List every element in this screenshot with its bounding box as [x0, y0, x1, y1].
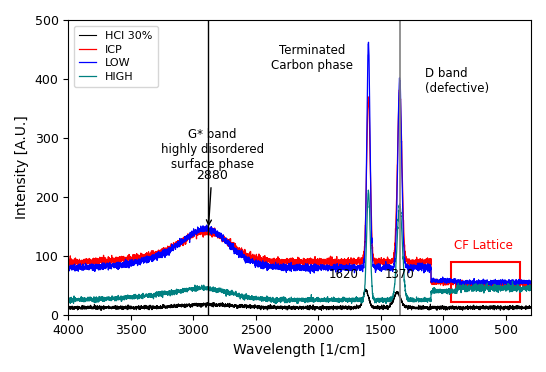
HCl 30% — [76, 306, 83, 310]
HIGH — [528, 286, 535, 291]
Legend: HCl 30%, ICP, LOW, HIGH: HCl 30%, ICP, LOW, HIGH — [74, 26, 158, 87]
X-axis label: Wavelength [1/cm]: Wavelength [1/cm] — [233, 343, 366, 357]
ICP — [396, 84, 403, 88]
HCl 30% — [65, 305, 72, 310]
Text: 1620: 1620 — [329, 267, 358, 280]
HCl 30% — [364, 289, 370, 293]
ICP — [307, 260, 314, 264]
LOW — [232, 251, 239, 256]
Text: 2880: 2880 — [196, 169, 228, 225]
Line: LOW: LOW — [68, 42, 531, 286]
ICP — [65, 257, 72, 262]
ICP — [453, 286, 459, 291]
HCl 30% — [233, 304, 239, 308]
HCl 30% — [511, 305, 518, 309]
Text: D band
(defective): D band (defective) — [425, 67, 489, 95]
LOW — [76, 267, 83, 272]
LOW — [528, 281, 535, 286]
ICP — [528, 280, 535, 285]
HIGH — [65, 298, 72, 302]
Line: HCl 30%: HCl 30% — [68, 289, 531, 311]
HIGH — [307, 298, 314, 303]
Text: G* band
highly disordered
surface phase: G* band highly disordered surface phase — [161, 128, 264, 171]
HIGH — [511, 286, 518, 291]
Text: CF Lattice: CF Lattice — [454, 239, 513, 252]
ICP — [459, 282, 465, 286]
Y-axis label: Intensity [A.U.]: Intensity [A.U.] — [15, 115, 29, 219]
HIGH — [459, 284, 465, 289]
LOW — [65, 267, 72, 271]
Line: HIGH: HIGH — [68, 190, 531, 304]
LOW — [511, 280, 518, 285]
HIGH — [363, 234, 370, 238]
HIGH — [76, 299, 83, 304]
LOW — [459, 280, 465, 284]
HCl 30% — [459, 306, 465, 311]
LOW — [363, 158, 370, 163]
LOW — [483, 284, 489, 288]
HIGH — [232, 292, 239, 296]
HCl 30% — [98, 308, 104, 313]
HIGH — [365, 188, 372, 192]
ICP — [511, 282, 518, 287]
Line: ICP: ICP — [68, 86, 531, 289]
ICP — [76, 260, 83, 264]
HCl 30% — [528, 306, 535, 310]
HIGH — [272, 301, 279, 306]
Text: Terminated
Carbon phase: Terminated Carbon phase — [271, 44, 353, 71]
LOW — [365, 40, 372, 45]
ICP — [363, 168, 370, 173]
Bar — [451, 262, 520, 302]
HCl 30% — [362, 287, 369, 291]
LOW — [307, 266, 314, 270]
Text: 1370: 1370 — [385, 267, 415, 280]
HCl 30% — [307, 305, 314, 310]
ICP — [232, 247, 239, 251]
